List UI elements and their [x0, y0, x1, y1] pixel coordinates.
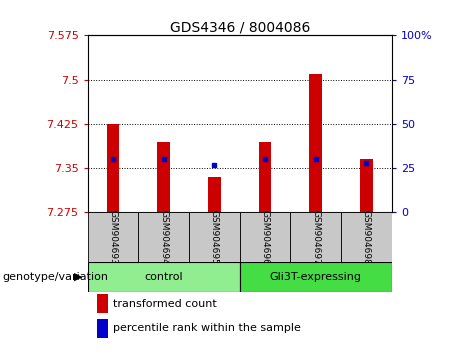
Bar	[88, 262, 240, 292]
Bar	[138, 212, 189, 262]
Text: Gli3T-expressing: Gli3T-expressing	[270, 272, 362, 282]
Text: GSM904695: GSM904695	[210, 210, 219, 265]
Bar	[290, 212, 341, 262]
Text: transformed count: transformed count	[113, 298, 217, 309]
Bar	[157, 142, 170, 212]
Text: GSM904697: GSM904697	[311, 210, 320, 265]
Bar	[259, 142, 272, 212]
Bar	[240, 262, 392, 292]
Text: GSM904696: GSM904696	[260, 210, 270, 265]
Bar	[341, 212, 392, 262]
Text: ▶: ▶	[74, 272, 82, 282]
Bar	[88, 212, 138, 262]
Bar	[240, 212, 290, 262]
Bar	[309, 74, 322, 212]
Text: genotype/variation: genotype/variation	[2, 272, 108, 282]
Bar	[208, 177, 221, 212]
Text: GSM904698: GSM904698	[362, 210, 371, 265]
Bar	[189, 212, 240, 262]
Title: GDS4346 / 8004086: GDS4346 / 8004086	[170, 20, 310, 34]
Text: control: control	[144, 272, 183, 282]
Text: percentile rank within the sample: percentile rank within the sample	[113, 323, 301, 333]
Text: GSM904693: GSM904693	[108, 210, 118, 265]
Bar	[106, 124, 119, 212]
Text: GSM904694: GSM904694	[159, 210, 168, 264]
Bar	[360, 159, 373, 212]
